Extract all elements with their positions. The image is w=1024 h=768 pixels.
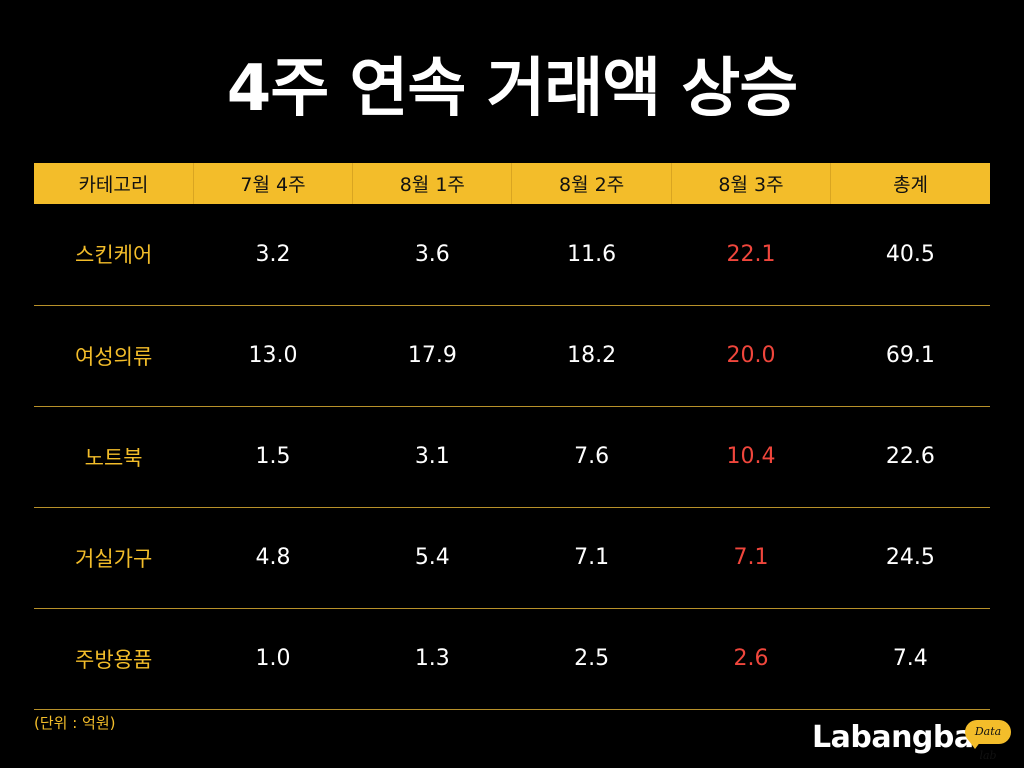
- value-cell: 3.2: [255, 241, 291, 267]
- data-table: 카테고리 7월 4주 8월 1주 8월 2주 8월 3주 총계 스킨케어 3.2…: [34, 163, 990, 710]
- table-row: 노트북 1.5 3.1 7.6 10.4 22.6: [34, 406, 990, 507]
- column-header-jul-w4: 7월 4주: [192, 163, 353, 204]
- highlight-value-cell: 20.0: [726, 343, 776, 368]
- table-row: 주방용품 1.0 1.3 2.5 2.6 7.4: [34, 608, 990, 709]
- category-cell: 노트북: [84, 445, 143, 470]
- table-row: 여성의류 13.0 17.9 18.2 20.0 69.1: [34, 305, 990, 406]
- value-cell: 18.2: [567, 343, 617, 368]
- labangba-logo: Labangba Data lab: [812, 718, 1012, 762]
- category-cell: 주방용품: [75, 647, 153, 672]
- column-header-aug-w2: 8월 2주: [511, 163, 672, 204]
- column-header-total: 총계: [830, 163, 990, 204]
- value-cell: 3.1: [414, 444, 450, 469]
- logo-badge: Data lab: [965, 720, 1011, 762]
- table-row: 거실가구 4.8 5.4 7.1 7.1 24.5: [34, 507, 990, 608]
- table-header: 카테고리 7월 4주 8월 1주 8월 2주 8월 3주 총계: [34, 163, 990, 204]
- table-body: 스킨케어 3.2 3.6 11.6 22.1 40.5 여성의류 13.0 17…: [34, 204, 990, 709]
- value-cell: 13.0: [248, 343, 298, 368]
- value-cell: 1.3: [414, 646, 450, 671]
- category-cell: 스킨케어: [75, 243, 153, 268]
- value-cell: 3.6: [414, 241, 450, 267]
- value-cell: 11.6: [567, 241, 617, 267]
- value-cell: 2.5: [574, 646, 610, 671]
- table-row: 스킨케어 3.2 3.6 11.6 22.1 40.5: [34, 204, 990, 305]
- category-cell: 거실가구: [75, 546, 153, 571]
- column-header-aug-w1: 8월 1주: [352, 163, 512, 204]
- table-header-row: 카테고리 7월 4주 8월 1주 8월 2주 8월 3주 총계: [34, 163, 990, 204]
- column-header-category: 카테고리: [78, 174, 149, 196]
- unit-note: (단위 : 억원): [34, 714, 116, 732]
- highlight-value-cell: 22.1: [726, 241, 776, 267]
- highlight-value-cell: 2.6: [733, 646, 769, 671]
- column-header-aug-w3: 8월 3주: [670, 163, 831, 204]
- category-cell: 여성의류: [75, 344, 153, 369]
- data-table-container: 카테고리 7월 4주 8월 1주 8월 2주 8월 3주 총계 스킨케어 3.2…: [34, 163, 990, 710]
- value-cell: 4.8: [255, 545, 291, 570]
- highlight-value-cell: 10.4: [726, 444, 776, 469]
- total-cell: 22.6: [885, 444, 935, 469]
- logo-wordmark: Labangba: [812, 720, 974, 755]
- value-cell: 7.6: [574, 444, 610, 469]
- highlight-value-cell: 7.1: [733, 545, 769, 570]
- value-cell: 17.9: [407, 343, 457, 368]
- total-cell: 69.1: [885, 343, 935, 368]
- value-cell: 1.5: [255, 444, 291, 469]
- value-cell: 1.0: [255, 646, 291, 671]
- total-cell: 24.5: [885, 545, 935, 570]
- total-cell: 7.4: [892, 646, 928, 671]
- page-title: 4주 연속 거래액 상승: [226, 52, 798, 126]
- total-cell: 40.5: [885, 241, 935, 267]
- value-cell: 7.1: [574, 545, 610, 570]
- value-cell: 5.4: [414, 545, 450, 570]
